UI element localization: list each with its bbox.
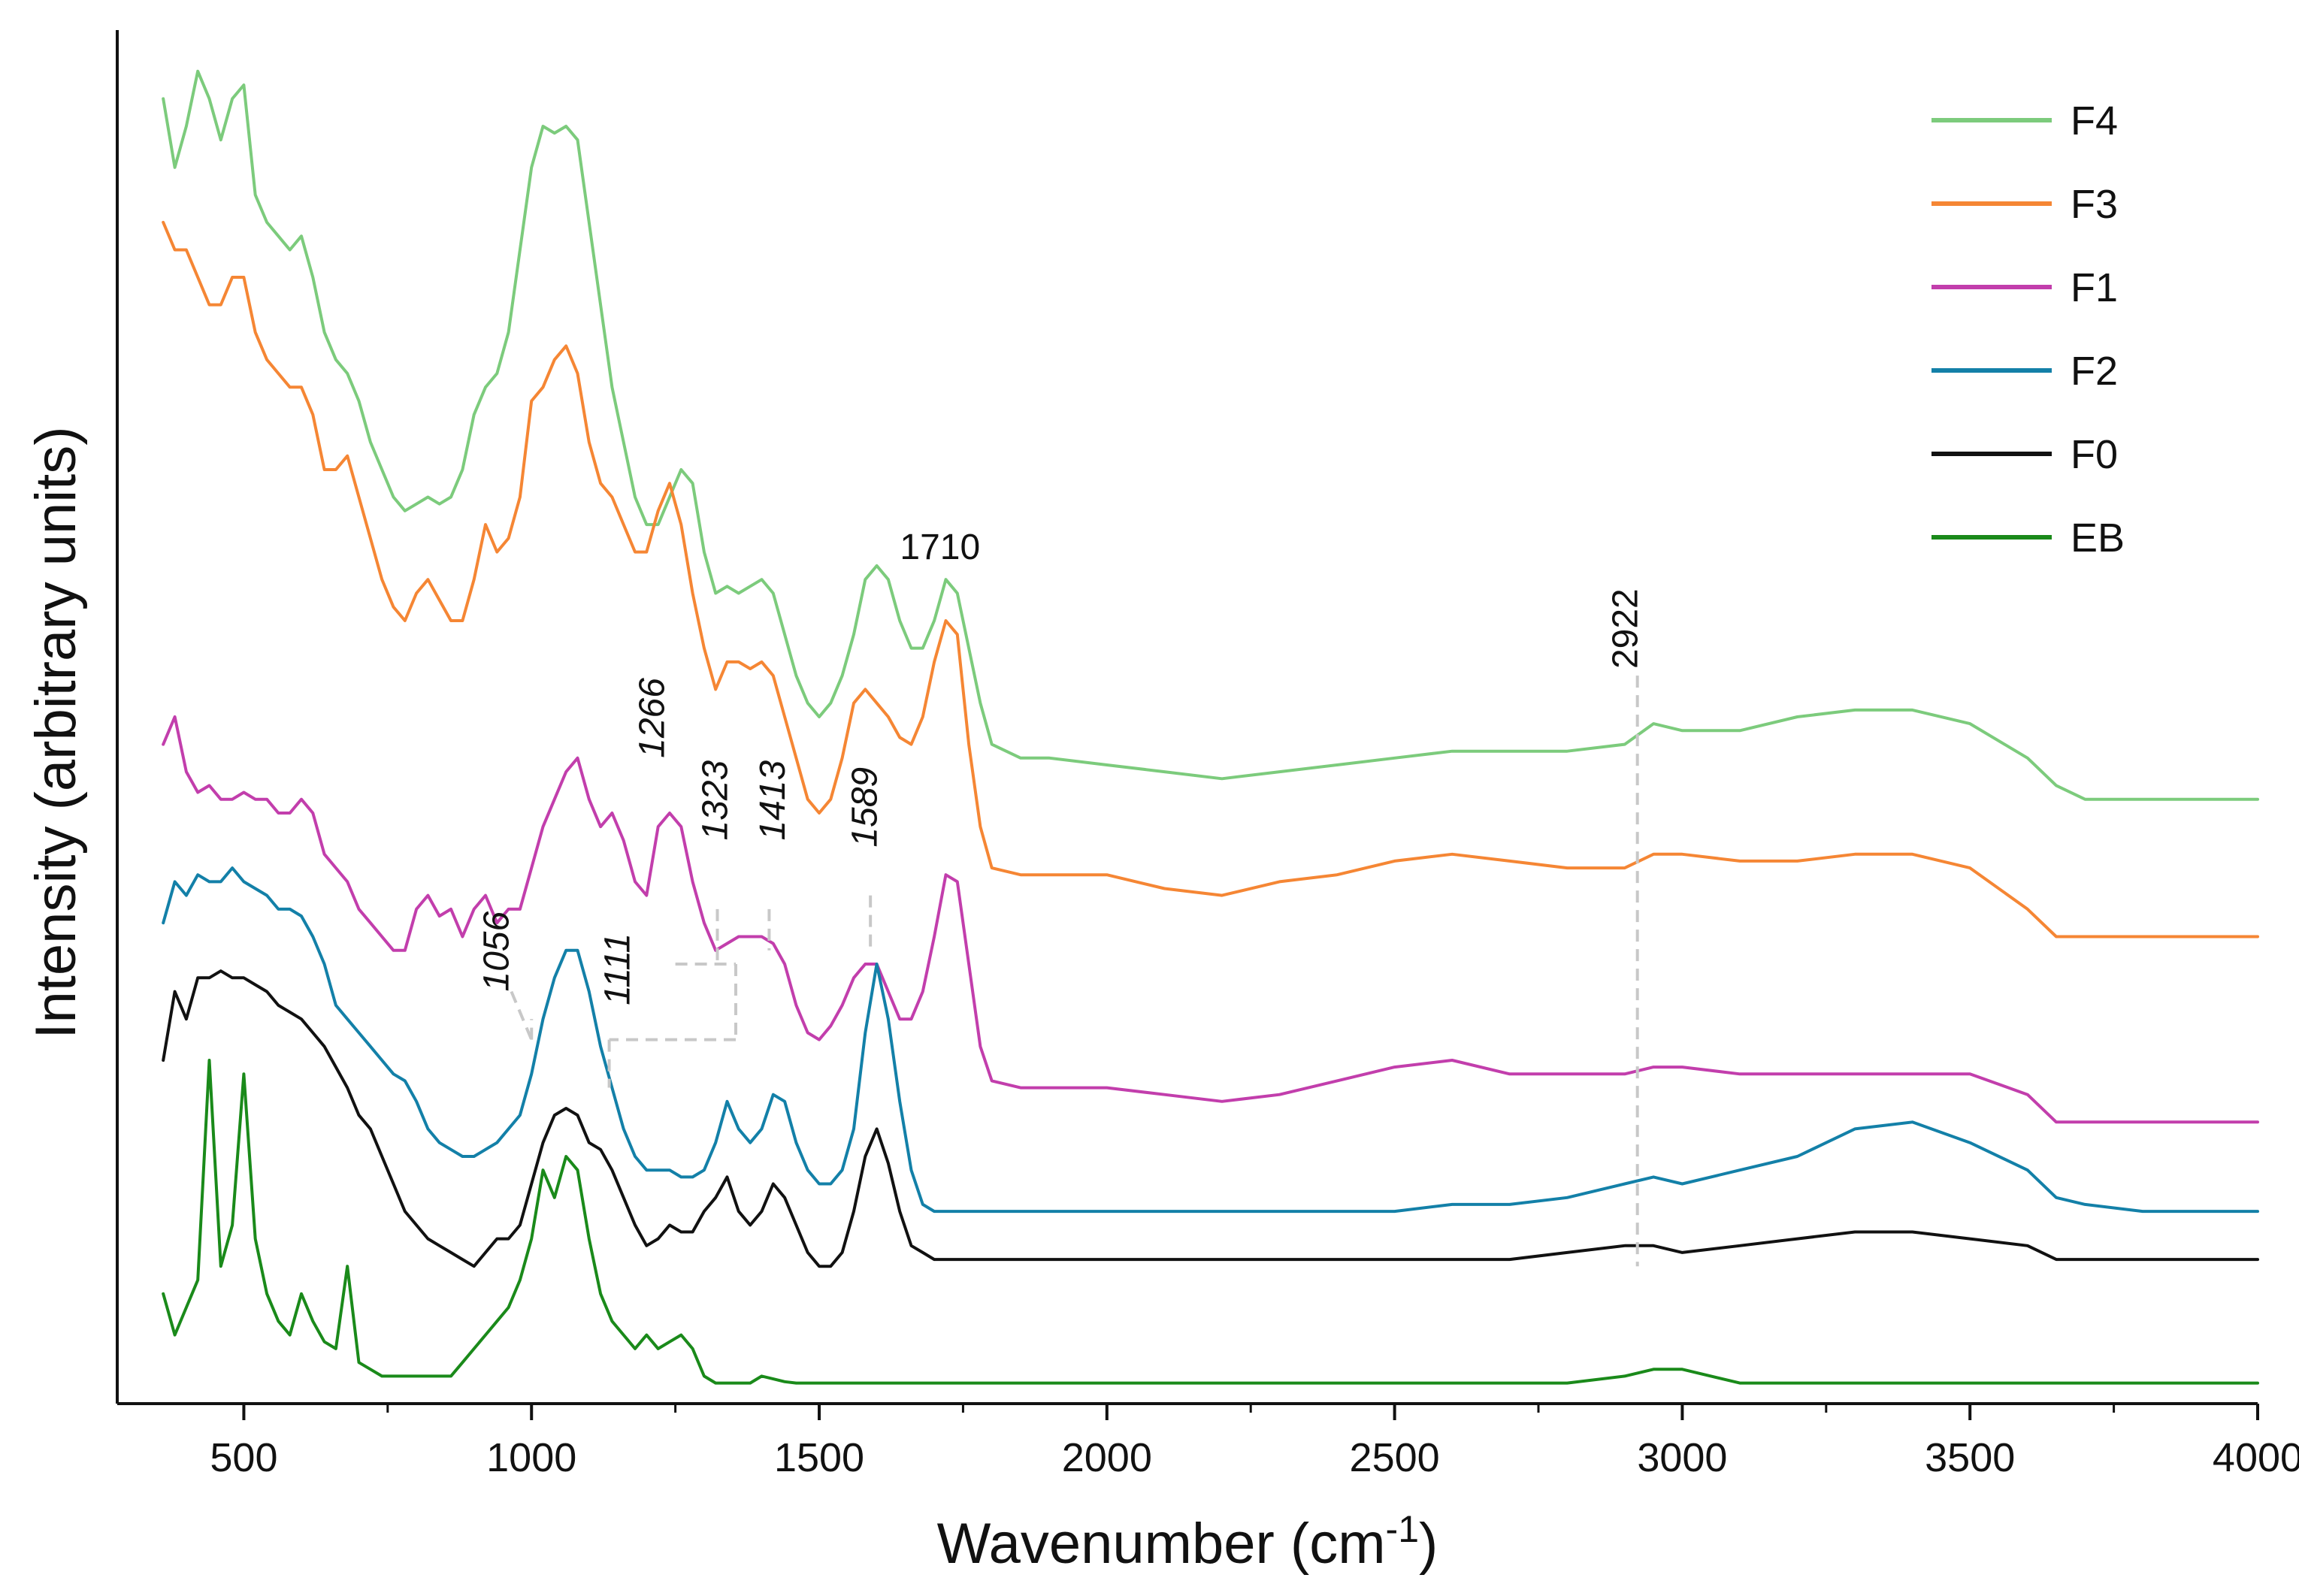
x-tick-label: 2500 [1350, 1435, 1440, 1480]
guide-line [510, 990, 534, 1041]
guide-lines [510, 676, 1639, 1267]
peak-label-1056: 1056 [477, 911, 517, 992]
y-axis-title: Intensity (arbitrary units) [24, 426, 88, 1038]
series-line-f0 [162, 969, 2259, 1268]
x-axis-title: Wavenumber (cm-1) [937, 1508, 1438, 1576]
series-line-f1 [162, 715, 2259, 1124]
legend-label-f1: F1 [2071, 265, 2118, 310]
series-line-f3 [162, 220, 2259, 939]
legend-label-f3: F3 [2071, 182, 2118, 227]
x-tick-label: 1500 [774, 1435, 864, 1480]
legend-label-f2: F2 [2071, 349, 2118, 394]
x-ticks: 500 1000 1500 2000 2500 3000 3500 4000 [210, 1404, 2299, 1480]
x-tick-label: 3500 [1925, 1435, 2015, 1480]
series-layer [162, 69, 2259, 1385]
series-line-eb [162, 1059, 2259, 1385]
x-tick-label: 3000 [1637, 1435, 1727, 1480]
legend: F4 F3 F1 F2 F0 EB [1931, 98, 2125, 561]
series-line-f2 [162, 866, 2259, 1214]
peak-label-1111: 1111 [597, 933, 637, 1005]
x-tick-label: 2000 [1062, 1435, 1152, 1480]
peak-label-1413: 1413 [753, 760, 793, 840]
legend-label-f4: F4 [2071, 98, 2118, 144]
legend-label-f0: F0 [2071, 432, 2118, 477]
annotations: 1710 2922 1056 1111 1266 1323 1413 1589 [477, 527, 1646, 1005]
x-tick-label: 4000 [2213, 1435, 2299, 1480]
x-tick-label: 1000 [486, 1435, 576, 1480]
peak-label-1589: 1589 [845, 767, 885, 848]
peak-label-1710: 1710 [900, 527, 980, 567]
x-tick-label: 500 [210, 1435, 277, 1480]
peak-label-1323: 1323 [696, 760, 736, 840]
peak-label-2922: 2922 [1606, 588, 1646, 669]
peak-label-1266: 1266 [632, 678, 672, 758]
legend-label-eb: EB [2071, 515, 2125, 561]
series-line-f4 [162, 69, 2259, 801]
